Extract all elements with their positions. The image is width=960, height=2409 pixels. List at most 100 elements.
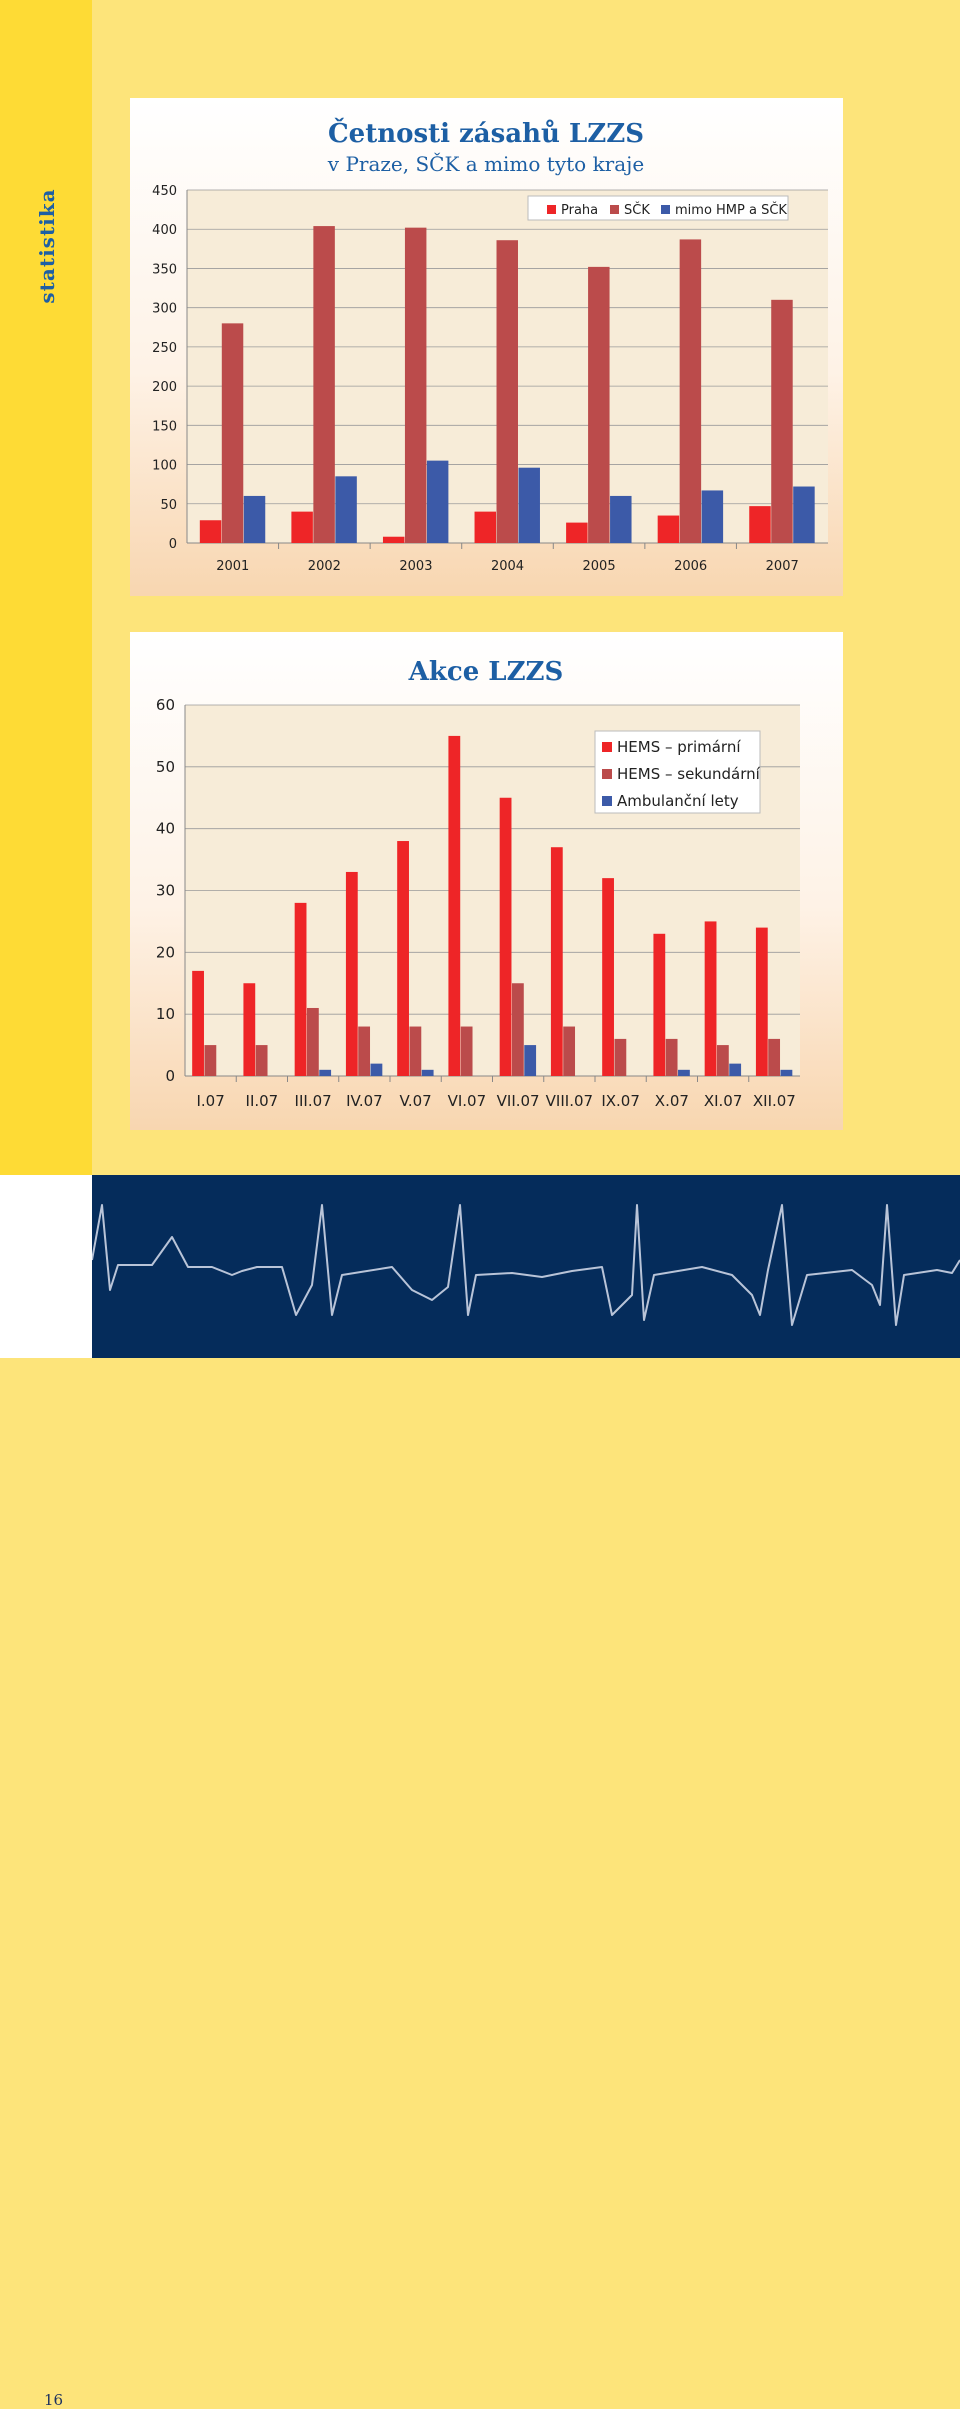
bar-2003-2 [404, 227, 427, 544]
bar-2005-2 [588, 266, 610, 543]
bar-2005-3 [610, 495, 632, 543]
x-tick-label: 2001 [216, 559, 249, 574]
bar-VI.07-2 [460, 1026, 473, 1076]
bar-2001-2 [221, 323, 244, 543]
bar-VII.07-1 [499, 797, 512, 1076]
x-tick-label: XII.07 [753, 1092, 796, 1110]
y-tick-label: 300 [152, 302, 177, 317]
bar-2002-3 [335, 476, 357, 543]
bar-2007-3 [793, 486, 815, 543]
section-label: statistika [35, 188, 59, 304]
x-tick-label: VII.07 [497, 1092, 540, 1110]
chart-frequency: Četnosti zásahů LZZS v Praze, SČK a mimo… [152, 117, 828, 574]
y-tick-label: 60 [156, 696, 175, 714]
bar-2002-1 [291, 511, 313, 543]
y-tick-label: 450 [152, 184, 177, 199]
legend-swatch [602, 796, 612, 806]
chart-frequency-panel: Četnosti zásahů LZZS v Praze, SČK a mimo… [130, 98, 843, 596]
bar-2006-3 [701, 490, 724, 543]
bar-2001-1 [199, 520, 222, 543]
bar-I.07-2 [204, 1045, 217, 1076]
bar-2001-3 [243, 495, 266, 543]
legend-swatch [547, 205, 556, 214]
bar-I.07-1 [192, 970, 204, 1076]
bar-IV.07-3 [370, 1063, 383, 1076]
y-tick-label: 350 [152, 262, 177, 277]
bar-VI.07-1 [448, 735, 461, 1076]
bar-IV.07-2 [358, 1026, 371, 1076]
bar-XII.07-3 [780, 1069, 793, 1076]
x-tick-label: IX.07 [601, 1092, 640, 1110]
x-tick-label: 2006 [674, 559, 707, 574]
x-tick-label: 2002 [308, 559, 341, 574]
y-tick-label: 50 [156, 758, 175, 776]
page-corner: 16 [0, 1175, 92, 2409]
y-tick-label: 30 [156, 882, 175, 900]
bar-XII.07-1 [755, 927, 768, 1076]
bar-IX.07-2 [614, 1038, 627, 1076]
bar-2007-1 [749, 506, 771, 543]
x-tick-label: X.07 [655, 1092, 689, 1110]
bar-2006-1 [657, 515, 680, 543]
legend-box [527, 195, 789, 221]
ecg-band [92, 1175, 960, 1358]
page-number: 16 [44, 2391, 64, 2409]
bar-2002-2 [313, 226, 335, 543]
bar-2005-1 [566, 522, 588, 543]
legend-swatch [602, 769, 612, 779]
bar-X.07-1 [653, 933, 666, 1076]
bar-X.07-2 [665, 1038, 678, 1076]
y-tick-label: 0 [169, 537, 177, 552]
x-tick-label: III.07 [295, 1092, 332, 1110]
bar-2007-2 [771, 299, 793, 543]
bar-II.07-2 [255, 1045, 268, 1076]
bar-IX.07-1 [602, 878, 614, 1076]
y-tick-label: 250 [152, 341, 177, 356]
bar-XI.07-1 [704, 921, 717, 1076]
x-tick-label: V.07 [400, 1092, 432, 1110]
bar-2003-3 [426, 460, 449, 543]
bar-2006-2 [679, 239, 702, 544]
x-tick-label: 2003 [399, 559, 432, 574]
bar-V.07-1 [397, 841, 409, 1076]
legend-label: mimo HMP a SČK [675, 202, 787, 218]
legend-swatch [661, 205, 670, 214]
bar-2004-2 [496, 240, 518, 543]
y-tick-label: 40 [156, 820, 175, 838]
x-tick-label: I.07 [196, 1092, 224, 1110]
x-tick-label: IV.07 [346, 1092, 383, 1110]
plot-area: 0 50 100 150 200 250 300 350 400 450 2001 2002 2003 2… [152, 184, 828, 574]
y-tick-label: 200 [152, 380, 177, 395]
chart-actions: Akce LZZS 0 10 20 30 40 50 60 I.07 II.07 III.07 IV… [156, 657, 800, 1110]
bar-2003-1 [382, 536, 405, 543]
bar-VIII.07-2 [563, 1026, 576, 1076]
x-tick-label: 2007 [766, 559, 799, 574]
bar-2004-3 [518, 467, 540, 543]
bar-III.07-2 [306, 1007, 319, 1076]
bar-VIII.07-1 [550, 847, 563, 1076]
bar-III.07-1 [294, 902, 307, 1076]
legend-label: HEMS – sekundární [617, 765, 761, 783]
y-tick-label: 100 [152, 459, 177, 474]
y-tick-label: 20 [156, 943, 175, 961]
bar-VII.07-2 [511, 983, 524, 1076]
legend-label: Praha [561, 203, 598, 218]
x-tick-label: 2004 [491, 559, 524, 574]
bar-V.07-3 [421, 1069, 434, 1076]
x-tick-label: 2005 [583, 559, 616, 574]
bar-2004-1 [474, 511, 497, 543]
x-tick-label: VI.07 [448, 1092, 487, 1110]
legend-label: SČK [624, 202, 650, 218]
chart-title: Četnosti zásahů LZZS [328, 117, 644, 149]
ecg-line-icon [92, 1204, 960, 1326]
bar-V.07-2 [409, 1026, 422, 1076]
bar-XII.07-2 [768, 1038, 781, 1076]
chart-title: Akce LZZS [408, 657, 564, 687]
bar-III.07-3 [319, 1069, 332, 1076]
chart-subtitle: v Praze, SČK a mimo tyto kraje [327, 151, 644, 176]
side-strip: statistika [0, 0, 92, 1175]
bar-IV.07-1 [345, 871, 358, 1076]
y-tick-label: 10 [156, 1005, 175, 1023]
y-tick-label: 50 [160, 498, 177, 513]
x-tick-label: II.07 [246, 1092, 279, 1110]
